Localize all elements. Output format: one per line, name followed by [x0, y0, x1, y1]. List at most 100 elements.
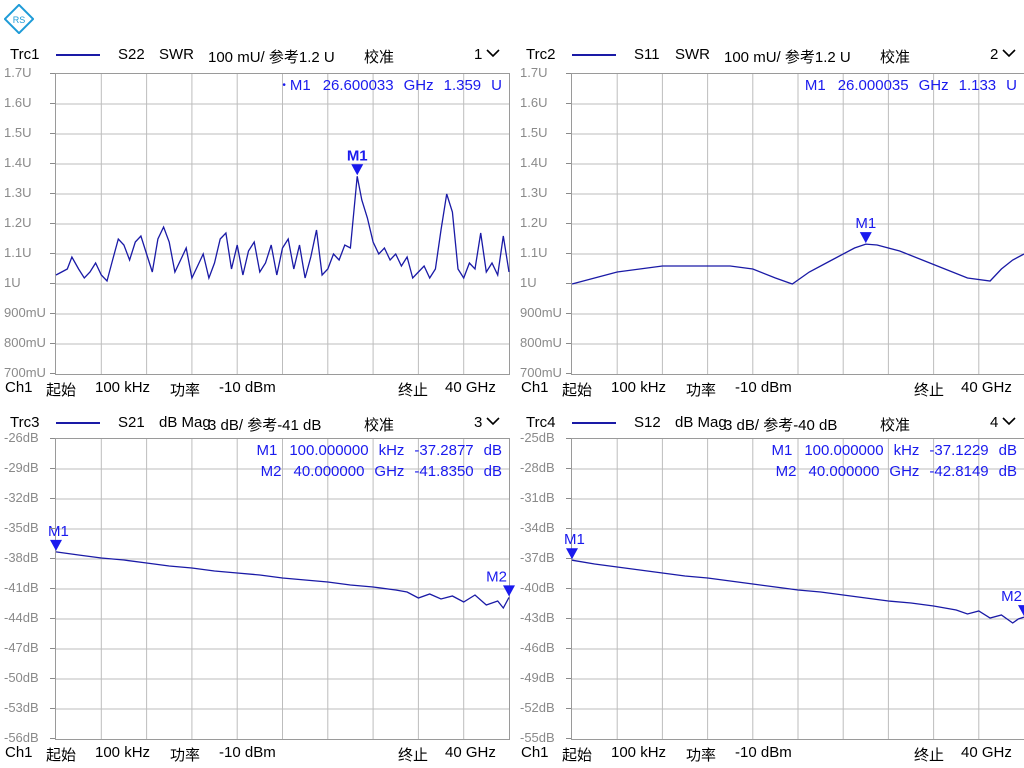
stop-label: 终止: [914, 747, 945, 764]
scale-label: 100 mU/ 参考1.2 U: [724, 49, 851, 66]
y-tick-mark: [566, 558, 571, 559]
y-tick-label: -32dB: [4, 490, 39, 505]
marker-readout-y: -37.2877: [414, 442, 474, 459]
y-tick-label: -38dB: [4, 550, 39, 565]
y-tick-mark: [566, 648, 571, 649]
y-tick-label: 1.3U: [4, 185, 32, 200]
trace-header[interactable]: Trc2 S11 SWR 100 mU/ 参考1.2 U 校准 2: [516, 42, 1024, 66]
plot-area[interactable]: M1: [571, 73, 1024, 375]
trace-header[interactable]: Trc4 S12 dB Mag 3 dB/ 参考-40 dB 校准 4: [516, 410, 1024, 434]
y-tick-mark: [566, 738, 571, 739]
y-tick-mark: [50, 618, 55, 619]
y-tick-mark: [566, 133, 571, 134]
y-tick-label: -28dB: [520, 460, 555, 475]
cal-label: 校准: [364, 49, 395, 66]
marker-readout-y: -42.8149: [929, 463, 989, 480]
y-tick-mark: [566, 103, 571, 104]
start-label: 起始: [46, 382, 77, 399]
channel-footer[interactable]: Ch1 起始 100 kHz 功率 -10 dBm 终止 40 GHz: [0, 742, 512, 764]
stop-label: 终止: [398, 747, 429, 764]
trace-number: 1: [474, 46, 483, 63]
marker-label: M1: [564, 531, 585, 548]
marker-triangle-icon: [859, 232, 872, 244]
y-tick-label: 1.2U: [4, 215, 32, 230]
trace-pane-trc2[interactable]: Trc2 S11 SWR 100 mU/ 参考1.2 U 校准 2 M1 1.7U 1.6U 1.…: [516, 42, 1024, 400]
trace-name: Trc4: [526, 414, 556, 431]
marker-triangle-icon: [503, 585, 515, 597]
power-value: -10 dBm: [219, 379, 276, 396]
y-tick-mark: [566, 223, 571, 224]
y-tick-mark: [50, 588, 55, 589]
marker-readout-row: M2 40.000000 GHz -41.8350 dB: [261, 463, 502, 480]
marker-triangle-icon: [50, 539, 62, 551]
y-tick-mark: [566, 588, 571, 589]
y-tick-mark: [50, 498, 55, 499]
marker-readout-yunit: U: [491, 77, 502, 94]
plot-area[interactable]: M1: [55, 73, 510, 375]
y-tick-label: 800mU: [520, 335, 562, 350]
param-label: S12: [634, 414, 661, 431]
plot-area[interactable]: M1 M2: [48, 438, 515, 740]
y-tick-mark: [566, 73, 571, 74]
y-tick-label: -40dB: [520, 580, 555, 595]
marker-label: M1: [855, 215, 876, 232]
marker-readout-name: M1: [256, 442, 278, 459]
marker-readout-y: -37.1229: [929, 442, 989, 459]
channel-footer[interactable]: Ch1 起始 100 kHz 功率 -10 dBm 终止 40 GHz: [0, 377, 512, 399]
start-value: 100 kHz: [95, 744, 151, 761]
scale-label: 100 mU/ 参考1.2 U: [208, 49, 335, 66]
marker-readout-xunit: GHz: [889, 463, 920, 480]
stop-label: 终止: [914, 382, 945, 399]
cal-label: 校准: [880, 417, 911, 434]
y-tick-mark: [566, 253, 571, 254]
plot-area[interactable]: M1 M2: [564, 438, 1024, 740]
marker-label: M1: [48, 523, 69, 540]
chevron-down-icon[interactable]: [486, 48, 500, 58]
y-tick-mark: [50, 738, 55, 739]
stop-value: 40 GHz: [445, 744, 496, 761]
marker-readout-x: 40.000000: [808, 463, 880, 480]
y-tick-label: -34dB: [520, 520, 555, 535]
trace-line: [55, 551, 510, 610]
marker-readout-name: M2: [260, 463, 282, 480]
trace-header[interactable]: Trc1 S22 SWR 100 mU/ 参考1.2 U 校准 1: [0, 42, 512, 66]
y-tick-label: 1.5U: [520, 125, 548, 140]
y-tick-label: 1.4U: [4, 155, 32, 170]
y-tick-label: -29dB: [4, 460, 39, 475]
y-tick-label: 1U: [520, 275, 537, 290]
marker-readout-x: 26.000035: [837, 77, 909, 94]
stop-value: 40 GHz: [961, 379, 1012, 396]
chevron-down-icon[interactable]: [1002, 48, 1016, 58]
marker-triangle-icon: [351, 164, 364, 176]
marker-label: M1: [347, 147, 368, 164]
marker-readout-xunit: GHz: [374, 463, 405, 480]
param-label: S21: [118, 414, 145, 431]
trace-line-legend: [572, 422, 616, 424]
channel-footer[interactable]: Ch1 起始 100 kHz 功率 -10 dBm 终止 40 GHz: [516, 742, 1024, 764]
trace-chart: M1 M2: [564, 439, 1024, 739]
y-tick-mark: [566, 163, 571, 164]
y-tick-label: 1.6U: [4, 95, 32, 110]
y-tick-label: 900mU: [4, 305, 46, 320]
logo-text: RS: [13, 15, 26, 25]
chevron-down-icon[interactable]: [1002, 416, 1016, 426]
y-tick-label: -41dB: [4, 580, 39, 595]
chevron-down-icon[interactable]: [486, 416, 500, 426]
y-tick-mark: [50, 438, 55, 439]
marker-readout-name: M2: [775, 463, 797, 480]
y-tick-mark: [566, 678, 571, 679]
y-tick-mark: [50, 528, 55, 529]
y-tick-label: 800mU: [4, 335, 46, 350]
trace-chart: M1 M2: [48, 439, 515, 739]
channel-footer[interactable]: Ch1 起始 100 kHz 功率 -10 dBm 终止 40 GHz: [516, 377, 1024, 399]
rohde-schwarz-logo-icon: RS: [4, 4, 34, 34]
trace-pane-trc3[interactable]: Trc3 S21 dB Mag 3 dB/ 参考-41 dB 校准 3 M1 M2 -26dB -…: [0, 410, 515, 768]
y-tick-mark: [50, 253, 55, 254]
y-tick-mark: [50, 708, 55, 709]
y-tick-label: -46dB: [520, 640, 555, 655]
y-tick-label: 1.7U: [520, 65, 548, 80]
trace-pane-trc1[interactable]: Trc1 S22 SWR 100 mU/ 参考1.2 U 校准 1 M1 1.7U 1.6U 1.…: [0, 42, 512, 400]
trace-header[interactable]: Trc3 S21 dB Mag 3 dB/ 参考-41 dB 校准 3: [0, 410, 512, 434]
trace-pane-trc4[interactable]: Trc4 S12 dB Mag 3 dB/ 参考-40 dB 校准 4 M1 M2 -25dB -…: [516, 410, 1024, 768]
power-label: 功率: [686, 382, 717, 399]
